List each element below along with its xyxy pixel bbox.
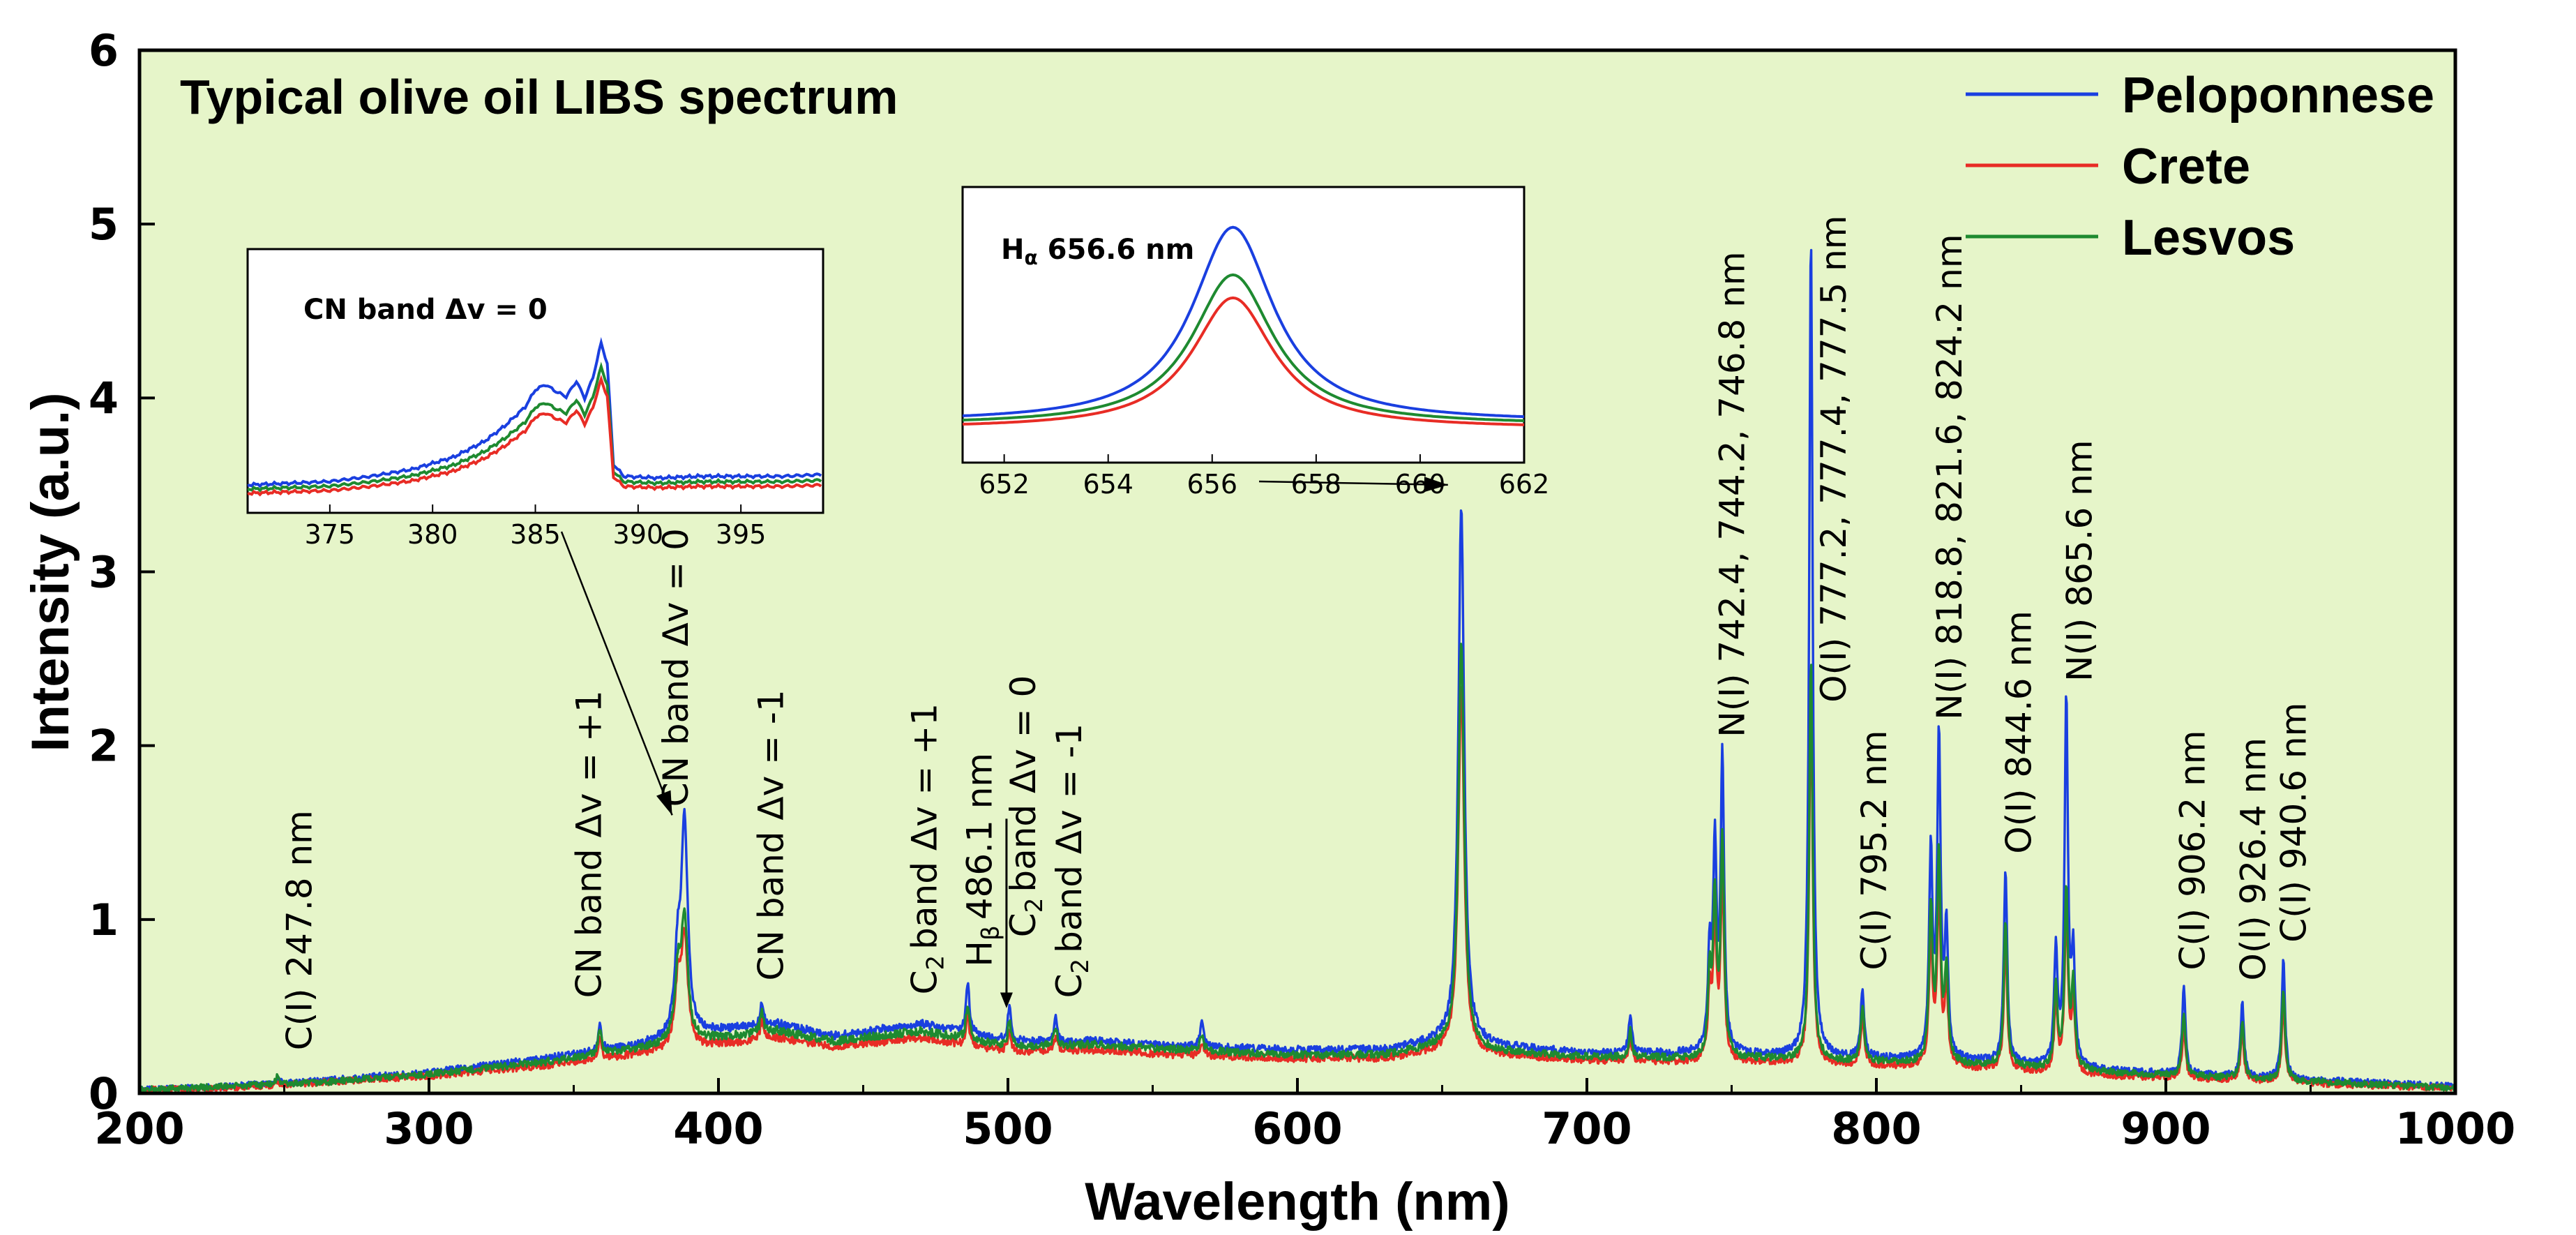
annotation-text: O(I) 777.2, 777.4, 777.5 nm [1814, 216, 1854, 703]
legend-label-crete: Crete [2122, 139, 2250, 195]
inset-line-lesvos [247, 361, 822, 493]
annotation-o844: O(I) 844.6 nm [1998, 611, 2039, 853]
annotation-text: 486.1 nm [960, 753, 1000, 920]
annotation-cn-p1: CN band Δv = +1 [568, 690, 609, 998]
inset-tick-label: 660 [1395, 469, 1446, 500]
annotation-subscript: 2 [1067, 959, 1094, 974]
annotation-n742: N(I) 742.4, 744.2, 746.8 nm [1712, 251, 1753, 737]
annotation-prefix: H [960, 941, 1000, 967]
annotation-c2-0: C2 band Δv = 0 [1003, 675, 1048, 938]
annotation-cn-0: CN band Δv = 0 [656, 528, 696, 807]
annotation-n865: N(I) 865.6 nm [2060, 440, 2100, 681]
inset-cn: 375 380 385 390 395 CN band Δv = 0 [246, 248, 824, 550]
annotation-text: band Δv = +1 [905, 703, 945, 950]
inset-tick-label: 658 [1291, 469, 1342, 500]
annotation-o777: O(I) 777.2, 777.4, 777.5 nm [1814, 216, 1854, 703]
inset-tick-label: 385 [510, 519, 561, 550]
inset-tick-label: 662 [1499, 469, 1550, 500]
inset-line-lesvos [962, 273, 1525, 422]
x-tick-label: 900 [2121, 1103, 2210, 1154]
ha-inset-arrow-head [1424, 477, 1448, 493]
y-tick-label: 3 [89, 547, 119, 598]
y-tick-label: 6 [89, 25, 119, 76]
annotation-text: C(I) 940.6 nm [2274, 703, 2314, 943]
x-tick-label: 300 [384, 1103, 474, 1154]
annotation-n818: N(I) 818.8, 821.6, 824.2 nm [1929, 234, 1970, 719]
annotation-prefix: C [1003, 913, 1044, 937]
annotation-subscript: 2 [922, 955, 950, 971]
x-tick-label: 200 [94, 1103, 184, 1154]
annotation-o926: O(I) 926.4 nm [2234, 738, 2274, 980]
inset-line-peloponnese [962, 225, 1525, 419]
y-tick-label: 1 [89, 895, 119, 945]
annotation-c795: C(I) 795.2 nm [1854, 731, 1895, 971]
inset-frame [246, 248, 824, 514]
annotation-text: C(I) 247.8 nm [279, 810, 319, 1050]
inset-tick-label: 656 [1187, 469, 1238, 500]
annotation-c2-m1: C2 band Δv = -1 [1049, 724, 1094, 998]
annotation-subscript: β [977, 925, 1005, 941]
annotation-c940: C(I) 940.6 nm [2274, 703, 2314, 943]
ha-inset-arrow-shaft [1258, 480, 1448, 486]
y-tick-label: 5 [89, 199, 119, 250]
x-tick-label: 1000 [2395, 1103, 2516, 1154]
annotation-text: N(I) 742.4, 744.2, 746.8 nm [1712, 251, 1753, 737]
x-tick-label: 600 [1252, 1103, 1342, 1154]
inset-tick-label: 395 [716, 519, 767, 550]
annotation-text: CN band Δv = -1 [751, 689, 792, 980]
x-tick-label: 800 [1831, 1103, 1921, 1154]
inset-title-prefix: H [1001, 234, 1024, 266]
inset-tick-label: 380 [407, 519, 458, 550]
annotation-c906: C(I) 906.2 nm [2172, 731, 2213, 971]
inset-tick-label: 375 [305, 519, 356, 550]
annotation-text: CN band Δv = +1 [568, 690, 609, 998]
annotation-prefix: C [905, 970, 945, 994]
series-line-lesvos [140, 643, 2455, 1093]
annotation-c2478: C(I) 247.8 nm [279, 810, 319, 1050]
x-tick-label: 700 [1542, 1103, 1632, 1154]
annotation-text: N(I) 818.8, 821.6, 824.2 nm [1929, 234, 1970, 719]
annotation-cn-m1: CN band Δv = -1 [751, 689, 792, 980]
legend-label-lesvos: Lesvos [2122, 210, 2295, 266]
annotation-text: O(I) 844.6 nm [1998, 611, 2039, 853]
inset-line-crete [247, 374, 822, 497]
inset-tick-label: 654 [1083, 469, 1133, 500]
cn-inset-arrow-shaft [560, 531, 673, 816]
legend-label-peloponnese: Peloponnese [2122, 68, 2434, 123]
annotation-text: C(I) 795.2 nm [1854, 731, 1895, 971]
annotation-hb: Hβ 486.1 nm [960, 753, 1005, 967]
annotation-subscript: 2 [1020, 898, 1048, 913]
legend: Peloponnese Crete Lesvos [1966, 68, 2434, 266]
inset-title-rest: 656.6 nm [1038, 234, 1195, 266]
annotation-text: C(I) 906.2 nm [2172, 731, 2213, 971]
x-axis-title: Wavelength (nm) [1085, 1172, 1509, 1232]
annotation-text: O(I) 926.4 nm [2234, 738, 2274, 980]
annotation-text: CN band Δv = 0 [656, 528, 696, 807]
x-tick-label: 400 [673, 1103, 763, 1154]
inset-tick-label: 390 [613, 519, 664, 550]
inset-line-crete [962, 296, 1525, 426]
annotation-c2-p1: C2 band Δv = +1 [905, 703, 950, 994]
inset-ha: 652 654 656 658 660 662 Hα 656.6 nm [961, 186, 1550, 500]
inset-line-peloponnese [247, 336, 822, 488]
inset-tick-label: 652 [979, 469, 1030, 500]
annotation-prefix: C [1049, 973, 1090, 998]
y-axis-title: Intensity (a.u.) [21, 392, 80, 751]
x-tick-label: 500 [963, 1103, 1053, 1154]
annotation-text: band Δv = -1 [1049, 724, 1090, 953]
annotation-text: N(I) 865.6 nm [2060, 440, 2100, 681]
inset-title-subscript: α [1024, 246, 1037, 269]
y-tick-label: 4 [89, 373, 119, 424]
inset-title: Hα 656.6 nm [1001, 234, 1194, 269]
y-tick-label: 0 [89, 1068, 119, 1119]
inset-title: CN band Δv = 0 [303, 294, 548, 326]
cn-inset-arrow-head [656, 790, 672, 816]
chart-title: Typical olive oil LIBS spectrum [180, 70, 898, 124]
y-tick-label: 2 [89, 721, 119, 772]
c2-arrow-head [1000, 992, 1013, 1008]
annotation-text: band Δv = 0 [1003, 675, 1044, 892]
